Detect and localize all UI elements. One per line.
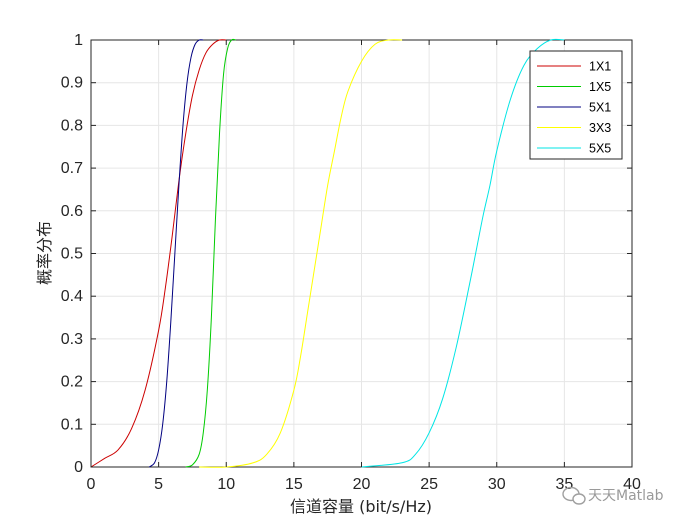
series-line-1X5 [185, 38, 236, 468]
y-tick-label: 0.1 [61, 416, 83, 433]
legend-label-1X5: 1X5 [589, 80, 611, 94]
y-tick-label: 0.5 [61, 246, 83, 263]
legend-box [529, 50, 623, 160]
y-tick-label: 0.6 [61, 203, 83, 220]
legend-label-1X1: 1X1 [589, 60, 611, 74]
x-tick-label: 0 [87, 476, 96, 493]
y-tick-label: 0.9 [61, 75, 83, 92]
x-tick-label: 20 [353, 476, 371, 493]
ticks-layer [90, 39, 633, 468]
x-tick-label: 35 [555, 476, 573, 493]
y-tick-label: 0.2 [61, 374, 83, 391]
series-line-3X3 [199, 39, 403, 468]
series-line-5X1 [148, 39, 204, 468]
chat-bubble-icon [562, 486, 586, 505]
x-axis-label: 信道容量 (bit/s/Hz) [290, 497, 432, 516]
legend-label-5X5: 5X5 [589, 142, 611, 156]
x-tick-label: 15 [285, 476, 303, 493]
y-tick-label: 0.4 [61, 288, 83, 305]
legend: 1X1 1X5 5X1 3X3 5X5 [529, 50, 623, 160]
x-tick-label: 30 [488, 476, 506, 493]
series-line-1X1 [90, 39, 227, 468]
legend-label-3X3: 3X3 [589, 121, 611, 135]
legend-label-5X1: 5X1 [589, 101, 611, 115]
y-tick-label: 0 [74, 459, 83, 476]
y-tick-label: 1 [74, 32, 83, 49]
y-axis-label: 概率分布 [35, 221, 54, 285]
watermark: 天天Matlab [562, 486, 664, 505]
series-layer [90, 38, 565, 468]
y-tick-label: 0.8 [61, 117, 83, 134]
x-tick-label: 25 [420, 476, 438, 493]
y-tick-label: 0.7 [61, 160, 83, 177]
x-tick-label: 5 [154, 476, 163, 493]
tick-labels: 0 5 10 15 20 25 30 35 40 0 0.1 0.2 0.3 0.4 0.5 0.6 0.7 0.… [61, 32, 641, 493]
x-tick-label: 40 [623, 476, 641, 493]
y-tick-label: 0.3 [61, 331, 83, 348]
watermark-text: 天天Matlab [588, 488, 664, 504]
x-tick-label: 10 [217, 476, 235, 493]
